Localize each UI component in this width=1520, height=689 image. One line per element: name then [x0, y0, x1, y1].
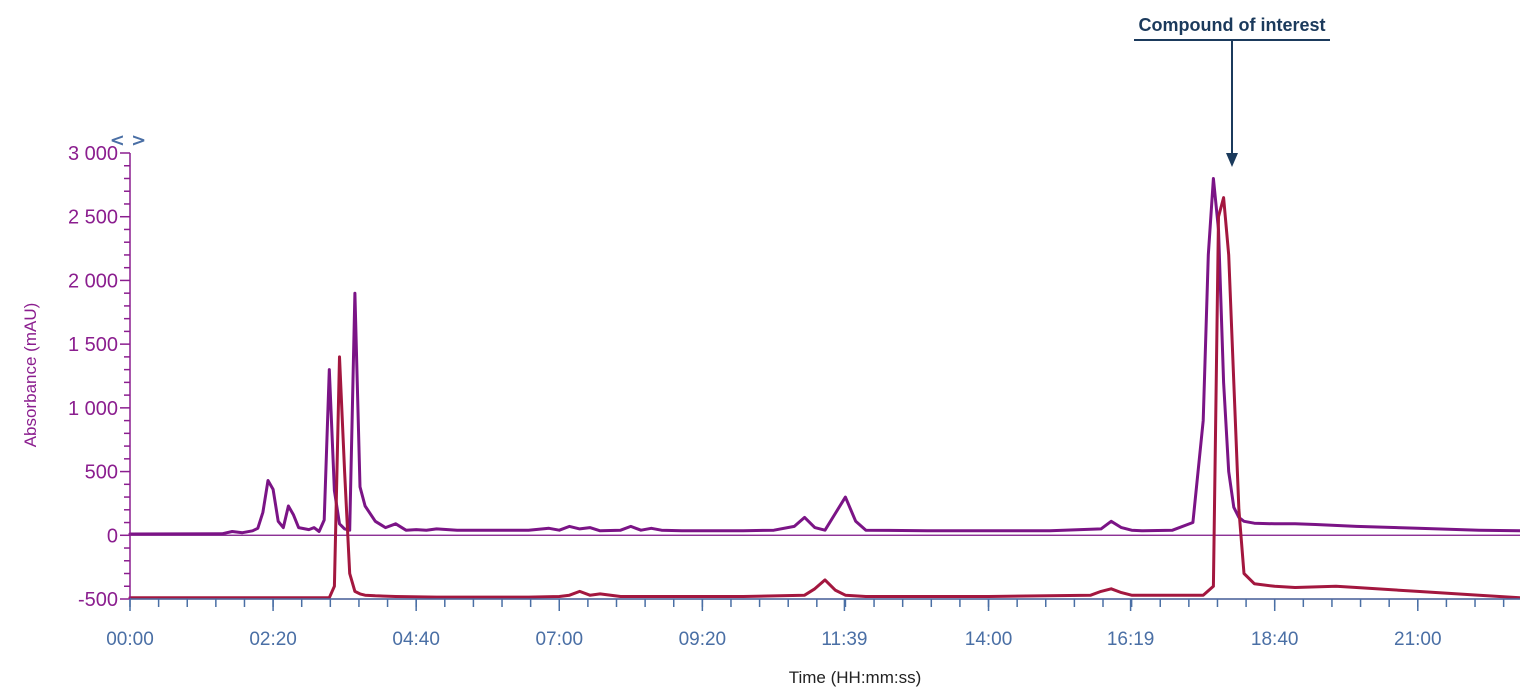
x-tick-label: 18:40	[1251, 629, 1299, 650]
y-tick-label: 500	[85, 462, 118, 484]
x-tick-label: 11:39	[821, 629, 867, 650]
y-tick-label: 2 500	[68, 207, 118, 229]
y-axis: -500 0 500 1 000 1 500 2 000 2 500 3 000	[68, 143, 131, 611]
x-tick-label: 02:20	[249, 629, 297, 650]
x-tick-label: 04:40	[392, 629, 440, 650]
x-tick-label: 21:00	[1394, 629, 1442, 650]
series-line-1	[128, 177, 1520, 536]
annotation-label: Compound of interest	[1139, 15, 1326, 35]
zoom-control[interactable]: < >	[110, 130, 146, 151]
x-axis-title: Time (HH:mm:ss)	[789, 668, 922, 687]
x-axis: 00:00 02:20 04:40 07:00 09:20 11:39 14:00 16:19…	[106, 598, 1520, 650]
annotation: Compound of interest	[1134, 15, 1330, 167]
baselines	[130, 534, 1520, 600]
y-tick-label: 0	[107, 525, 118, 547]
x-tick-label: 00:00	[106, 629, 154, 650]
x-tick-label: 09:20	[679, 629, 727, 650]
series-layer	[128, 177, 1520, 600]
annotation-arrow-head	[1226, 153, 1238, 167]
x-tick-label: 16:19	[1107, 629, 1155, 650]
series-line-2	[128, 196, 1520, 600]
y-tick-label: 1 500	[68, 334, 118, 356]
y-axis-title: Absorbance (mAU)	[21, 303, 40, 448]
y-tick-label: 3 000	[68, 143, 118, 165]
x-tick-label: 14:00	[965, 629, 1013, 650]
y-tick-label: 1 000	[68, 398, 118, 420]
y-tick-label: -500	[78, 589, 118, 611]
x-tick-label: 07:00	[535, 629, 583, 650]
y-tick-label: 2 000	[68, 270, 118, 292]
